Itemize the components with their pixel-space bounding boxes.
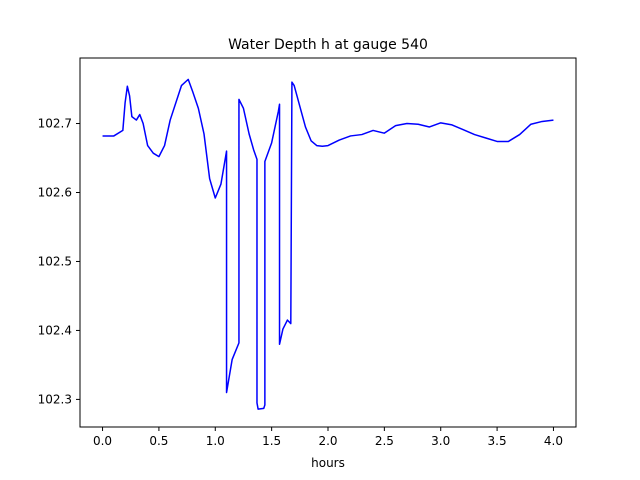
chart-title: Water Depth h at gauge 540 bbox=[228, 37, 428, 53]
x-tick-label: 2.5 bbox=[375, 434, 394, 448]
y-tick-label: 102.4 bbox=[38, 323, 72, 337]
x-tick-label: 4.0 bbox=[544, 434, 563, 448]
y-tick-label: 102.3 bbox=[38, 392, 72, 406]
y-tick-label: 102.7 bbox=[38, 117, 72, 131]
x-tick-label: 1.5 bbox=[262, 434, 281, 448]
series-layer bbox=[102, 78, 554, 410]
x-tick-label: 2.0 bbox=[318, 434, 337, 448]
x-tick-label: 3.5 bbox=[488, 434, 507, 448]
series-line-1 bbox=[102, 78, 554, 410]
plot-area bbox=[80, 58, 576, 427]
y-tick-label: 102.5 bbox=[38, 254, 72, 268]
y-tick-label: 102.6 bbox=[38, 185, 72, 199]
axes-layer: 0.0 0.5 1.0 1.5 2.0 2.5 3.0 3.5 4.0 102.3 102.4 102… bbox=[38, 57, 577, 448]
x-tick-label: 1.0 bbox=[206, 434, 225, 448]
plot-background bbox=[80, 58, 576, 427]
x-tick-label: 0.0 bbox=[93, 434, 112, 448]
x-tick-label: 3.0 bbox=[431, 434, 450, 448]
x-tick-label: 0.5 bbox=[149, 434, 168, 448]
x-axis-label: hours bbox=[311, 456, 345, 470]
